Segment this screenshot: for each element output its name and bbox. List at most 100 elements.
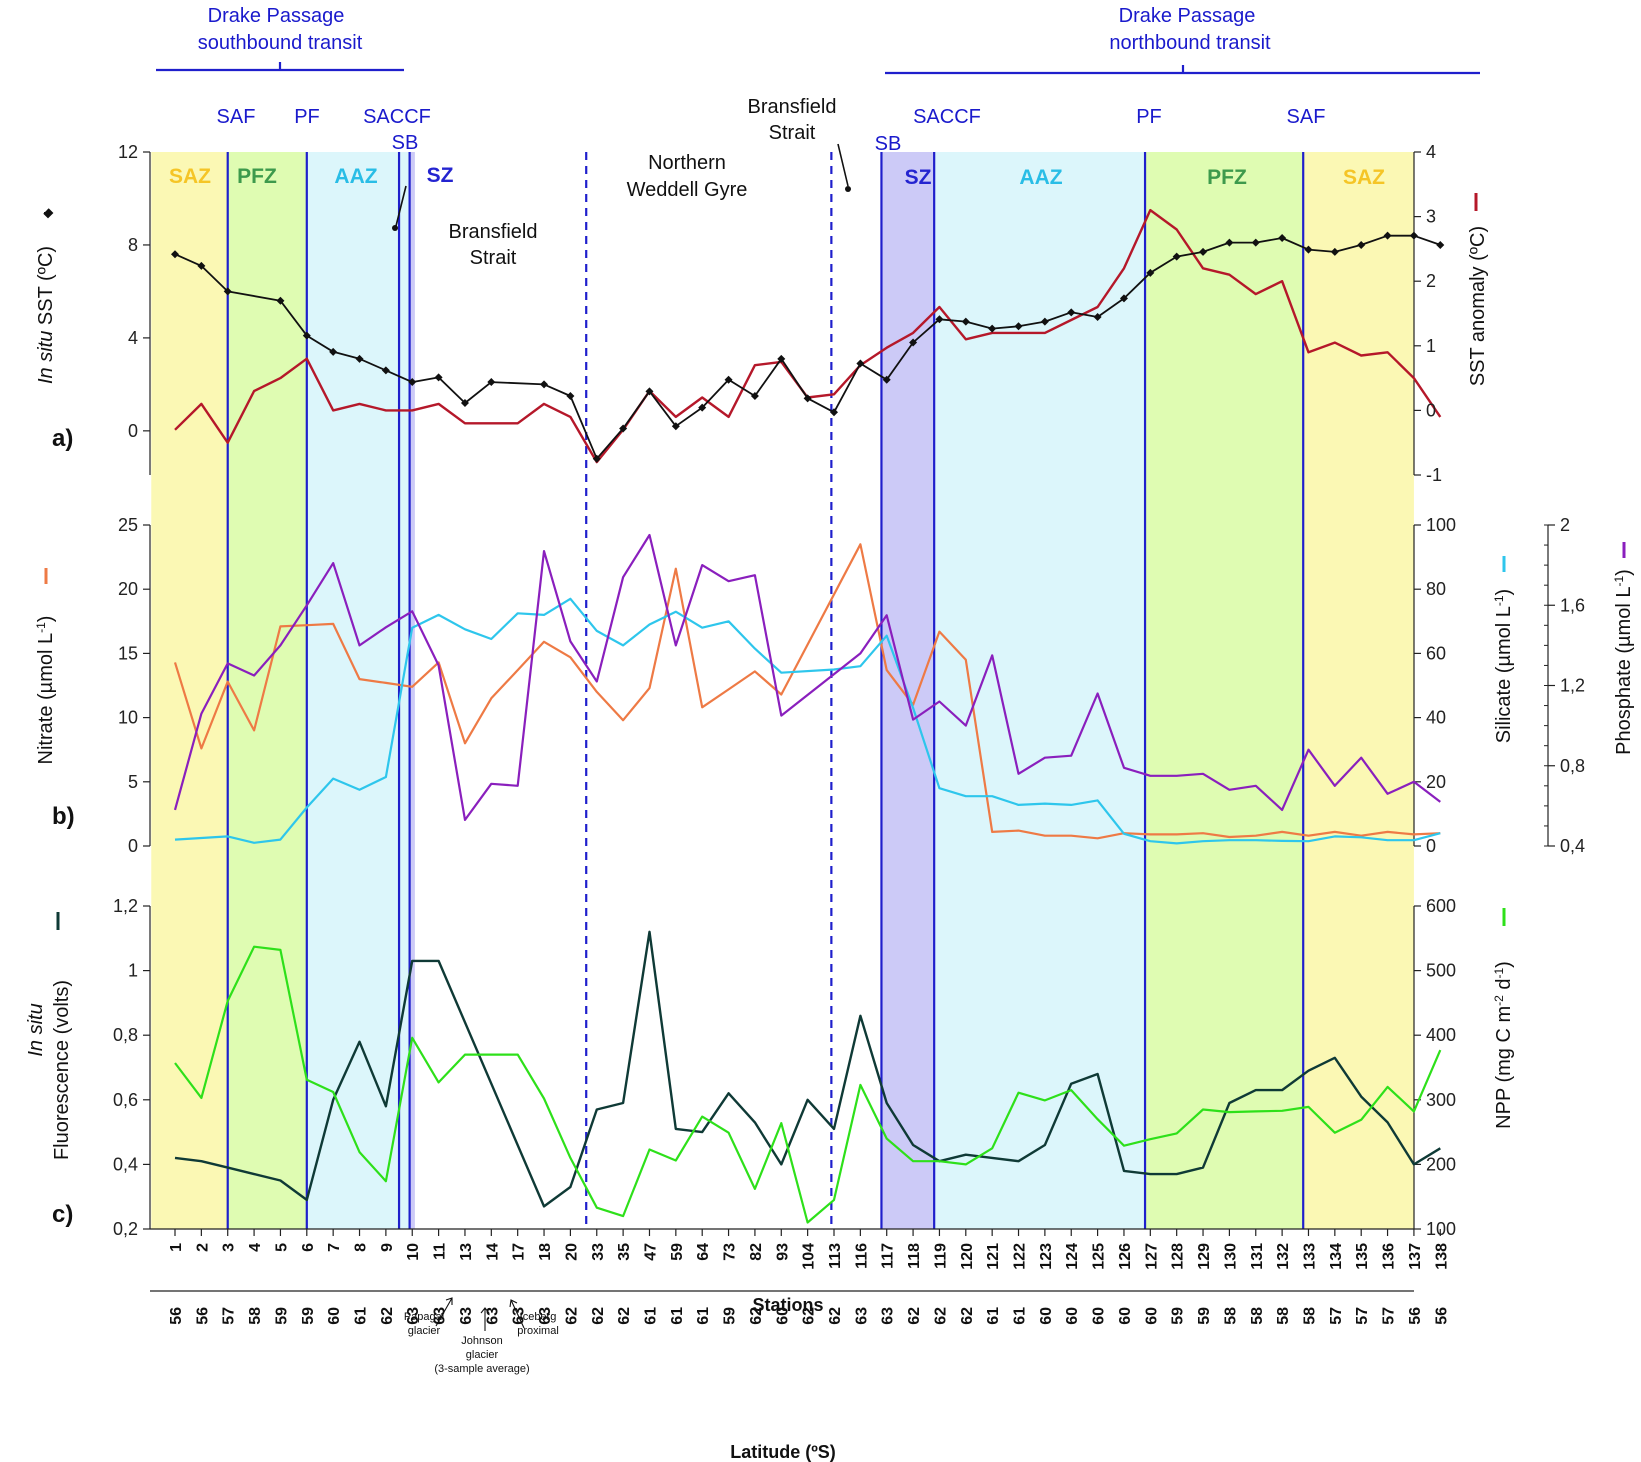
station-label: 64 xyxy=(695,1243,712,1261)
sst-point xyxy=(988,324,997,333)
latitude-label: 63 xyxy=(405,1307,422,1325)
front-label-saf: SAF xyxy=(217,106,256,128)
latitude-label: 60 xyxy=(774,1307,791,1325)
sst-point xyxy=(197,261,206,270)
sst-point xyxy=(1172,252,1181,261)
sst-point xyxy=(1014,322,1023,331)
latitude-label: 56 xyxy=(168,1307,185,1325)
panel-a-right-axis-tick-label: -1 xyxy=(1426,465,1442,485)
sst-point xyxy=(1040,317,1049,326)
panel-b-right-axis-tick-label: 2 xyxy=(1560,515,1570,535)
station-label: 137 xyxy=(1407,1243,1424,1270)
panel-a-right-axis-tick-label: 1 xyxy=(1426,336,1436,356)
panel-c-left-axis-tick-label: 1 xyxy=(128,961,138,981)
sst-point xyxy=(487,378,496,387)
panel-c-right-axis-tick-label: 400 xyxy=(1426,1025,1456,1045)
iceberg-1: Iceberg xyxy=(520,1311,557,1323)
sst-point xyxy=(1304,245,1313,254)
latitude-label: 57 xyxy=(221,1307,238,1325)
bransfield-right-2: Strait xyxy=(769,122,816,144)
panel-label-a: a) xyxy=(52,425,73,452)
sst-axis-title-part: SST (ºC) xyxy=(35,246,57,331)
panel-a-left-axis-tick-label: 12 xyxy=(118,142,138,162)
station-label: 123 xyxy=(1038,1243,1055,1270)
npp-axis-title-part: NPP (mg C m xyxy=(1493,1006,1515,1129)
silicate-axis-title-part: Silicate (µmol L xyxy=(1493,606,1515,743)
station-label: 4 xyxy=(247,1243,264,1252)
panel-a-left-axis-tick-label: 4 xyxy=(128,328,138,348)
sst-point xyxy=(909,338,918,347)
station-label: 117 xyxy=(880,1243,897,1269)
northbound-title-1: Drake Passage xyxy=(1119,5,1256,27)
station-label: 118 xyxy=(906,1243,923,1269)
silicate-axis-title-part: ) xyxy=(1493,589,1515,596)
latitude-label: 61 xyxy=(669,1307,686,1325)
bransfield-right-1: Bransfield xyxy=(748,96,837,118)
zone-pfz xyxy=(1145,152,1304,1229)
panel-b-right-axis-tick-label: 1,6 xyxy=(1560,595,1585,615)
station-label: 113 xyxy=(827,1243,844,1269)
station-label: 124 xyxy=(1064,1243,1081,1270)
npp-axis-title-part: d xyxy=(1493,979,1515,996)
latitude-label: 60 xyxy=(1038,1307,1055,1325)
latitude-label: 58 xyxy=(1222,1307,1239,1325)
phosphate-axis-title-part: Phosphate (µmol L xyxy=(1613,587,1635,755)
panel-b-left-axis-tick-label: 5 xyxy=(128,772,138,792)
panel-c-right-axis-tick-label: 100 xyxy=(1426,1219,1456,1239)
latitude-label: 62 xyxy=(827,1307,844,1325)
front-label-saccf: SACCF xyxy=(913,106,981,128)
station-label: 20 xyxy=(563,1243,580,1261)
latitude-label: 62 xyxy=(906,1307,923,1325)
panel-b-left-axis-tick-label: 15 xyxy=(118,643,138,663)
latitude-label: 62 xyxy=(932,1307,949,1325)
bransfield-left-dot xyxy=(392,225,398,231)
station-label: 17 xyxy=(511,1243,528,1261)
station-label: 13 xyxy=(458,1243,475,1261)
station-label: 3 xyxy=(221,1243,238,1252)
station-label: 132 xyxy=(1275,1243,1292,1270)
npp-axis-title-part: -2 xyxy=(1492,995,1506,1006)
sst-point xyxy=(1225,238,1234,247)
latitude-label: 56 xyxy=(194,1307,211,1325)
sst-point xyxy=(1119,294,1128,303)
panel-c-right-axis-tick-label: 600 xyxy=(1426,896,1456,916)
sst-point xyxy=(856,359,865,368)
panel-c-left-axis-tick-label: 0,6 xyxy=(113,1090,138,1110)
station-label: 47 xyxy=(642,1243,659,1261)
sst-point xyxy=(592,454,601,463)
station-label: 18 xyxy=(537,1243,554,1261)
panel-b-mid-axis-tick-label: 100 xyxy=(1426,515,1456,535)
panel-a-right-axis-tick-label: 0 xyxy=(1426,400,1436,420)
bransfield-left-1: Bransfield xyxy=(449,221,538,243)
station-label: 5 xyxy=(273,1243,290,1252)
sst-point xyxy=(750,391,759,400)
panel-b-mid-axis-tick-label: 20 xyxy=(1426,772,1446,792)
panel-a-right-axis-tick-label: 2 xyxy=(1426,271,1436,291)
station-label: 59 xyxy=(669,1243,686,1261)
panel-b-right-axis-tick-label: 0,4 xyxy=(1560,836,1585,856)
fluorescence-axis-title-italic: In situ xyxy=(25,1003,47,1056)
sst-point xyxy=(1357,240,1366,249)
weddell-1: Northern xyxy=(648,152,726,174)
station-label: 73 xyxy=(722,1243,739,1261)
latitude-label: 60 xyxy=(1143,1307,1160,1325)
latitude-label: 58 xyxy=(1249,1307,1266,1325)
phosphate-axis-title-part: ) xyxy=(1613,569,1635,576)
npp-line xyxy=(174,945,1442,1224)
nitrate-axis-title: Nitrate (µmol L-1) xyxy=(34,616,57,765)
station-label: 11 xyxy=(432,1243,449,1260)
latitude-label: 63 xyxy=(511,1307,528,1325)
nitrate-axis-title-part: ) xyxy=(35,616,57,623)
panel-c-right-axis-tick-label: 500 xyxy=(1426,961,1456,981)
panel-b-left-axis-tick-label: 10 xyxy=(118,708,138,728)
station-label: 136 xyxy=(1381,1243,1398,1270)
latitude-label: 62 xyxy=(616,1307,633,1325)
latitude-label: 61 xyxy=(695,1307,712,1325)
sst-point xyxy=(803,394,812,403)
phosphate-axis-title-part: -1 xyxy=(1612,576,1626,587)
sst-point xyxy=(276,296,285,305)
sst-point xyxy=(1278,233,1287,242)
nitrate-line xyxy=(173,543,1441,840)
latitude-label: 62 xyxy=(748,1307,765,1325)
